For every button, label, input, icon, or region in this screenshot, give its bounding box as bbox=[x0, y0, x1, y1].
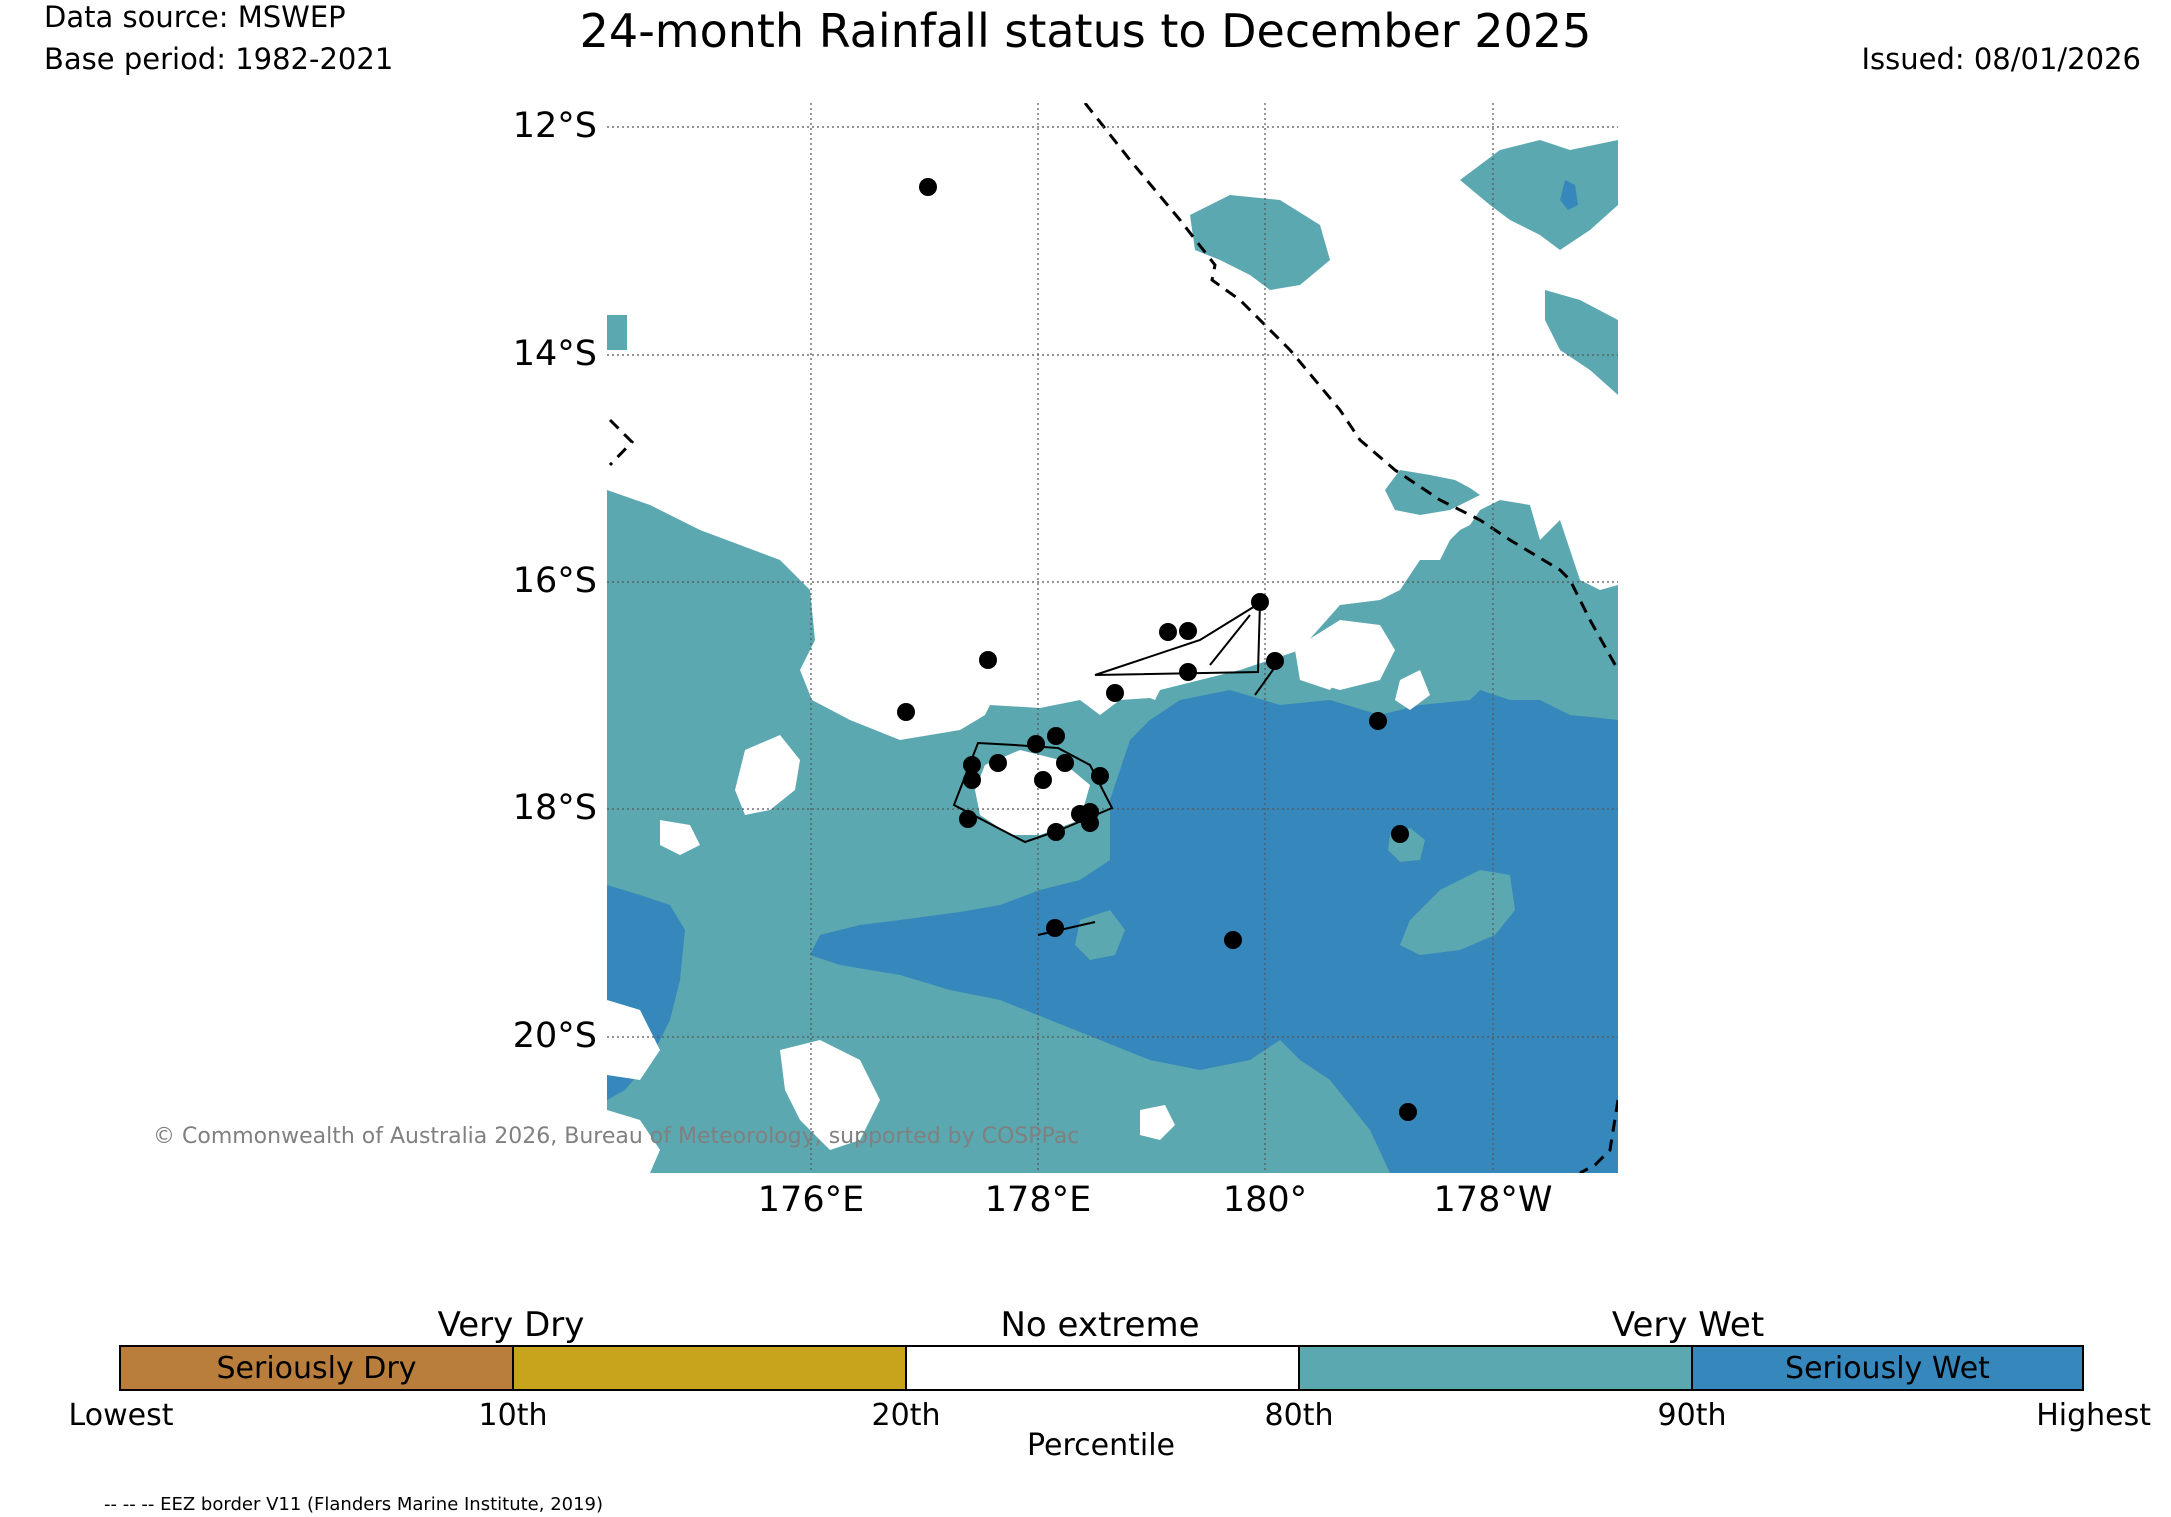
very-wet-patch-north bbox=[1190, 195, 1330, 290]
percentile-label: Lowest bbox=[68, 1398, 174, 1433]
legend-very-dry bbox=[512, 1345, 907, 1391]
island-marker bbox=[1047, 823, 1065, 841]
lon-label: 176°E bbox=[757, 1180, 865, 1220]
island-marker bbox=[1027, 735, 1045, 753]
very-wet-patch-northeast bbox=[1460, 140, 1618, 250]
legend-no-extreme bbox=[905, 1345, 1300, 1391]
eez-border-southeast bbox=[1579, 1099, 1618, 1173]
island-marker bbox=[1056, 754, 1074, 772]
island-marker bbox=[897, 703, 915, 721]
percentile-label: Highest bbox=[2036, 1398, 2151, 1433]
very-wet-patch-east2 bbox=[1385, 470, 1480, 515]
island-marker bbox=[963, 771, 981, 789]
island-marker bbox=[1251, 593, 1269, 611]
island-marker bbox=[1266, 652, 1284, 670]
island-marker bbox=[1046, 919, 1064, 937]
island-marker bbox=[1034, 771, 1052, 789]
percentile-label: 90th bbox=[1657, 1398, 1727, 1433]
map-title: 24-month Rainfall status to December 202… bbox=[579, 4, 1592, 58]
lat-label: 12°S bbox=[512, 106, 597, 146]
seriously-wet-region bbox=[810, 690, 1618, 1173]
base-period-label: Base period: 1982-2021 bbox=[44, 42, 394, 76]
eez-border-west bbox=[608, 418, 635, 467]
island-marker bbox=[1091, 767, 1109, 785]
percentile-label: 10th bbox=[478, 1398, 548, 1433]
lat-label: 14°S bbox=[512, 334, 597, 374]
percentile-axis-label: Percentile bbox=[1026, 1428, 1175, 1463]
island-marker bbox=[1106, 684, 1124, 702]
island-marker bbox=[979, 651, 997, 669]
lat-label: 18°S bbox=[512, 788, 597, 828]
copyright-notice: © Commonwealth of Australia 2026, Bureau… bbox=[153, 1124, 1080, 1149]
lon-label: 178°E bbox=[984, 1180, 1092, 1220]
lon-label: 180° bbox=[1222, 1180, 1308, 1220]
issued-date: Issued: 08/01/2026 bbox=[1861, 42, 2141, 76]
percentile-label: 20th bbox=[871, 1398, 941, 1433]
island-markers bbox=[897, 178, 1417, 1121]
island-marker bbox=[959, 810, 977, 828]
island-marker bbox=[919, 178, 937, 196]
eez-footnote: -- -- -- EEZ border V11 (Flanders Marine… bbox=[104, 1494, 604, 1515]
legend-group-very-wet: Very Wet bbox=[1611, 1305, 1765, 1345]
island-marker bbox=[963, 756, 981, 774]
legend-group-very-dry: Very Dry bbox=[437, 1305, 585, 1345]
legend-seriously-dry: Seriously Dry bbox=[119, 1345, 514, 1391]
eez-border-east bbox=[1083, 103, 1618, 671]
data-source-label: Data source: MSWEP bbox=[44, 0, 346, 34]
percentile-label: 80th bbox=[1264, 1398, 1334, 1433]
lat-label: 16°S bbox=[512, 561, 597, 601]
island-marker bbox=[1081, 814, 1099, 832]
legend-group-no-extreme: No extreme bbox=[1000, 1305, 1200, 1345]
island-marker bbox=[1224, 931, 1242, 949]
island-marker bbox=[989, 754, 1007, 772]
island-marker bbox=[1179, 663, 1197, 681]
island-marker bbox=[1047, 727, 1065, 745]
island-marker bbox=[1369, 712, 1387, 730]
lon-label: 178°W bbox=[1433, 1180, 1553, 1220]
island-marker bbox=[1179, 622, 1197, 640]
seriously-wet-patch-small bbox=[1560, 180, 1578, 210]
very-wet-patch-east bbox=[1545, 290, 1618, 395]
graticule bbox=[607, 103, 1618, 1173]
island-marker bbox=[1391, 825, 1409, 843]
island-marker bbox=[1399, 1103, 1417, 1121]
lat-label: 20°S bbox=[512, 1016, 597, 1056]
island-marker bbox=[1159, 623, 1177, 641]
legend-very-wet bbox=[1298, 1345, 1693, 1391]
legend-seriously-wet: Seriously Wet bbox=[1691, 1345, 2084, 1391]
